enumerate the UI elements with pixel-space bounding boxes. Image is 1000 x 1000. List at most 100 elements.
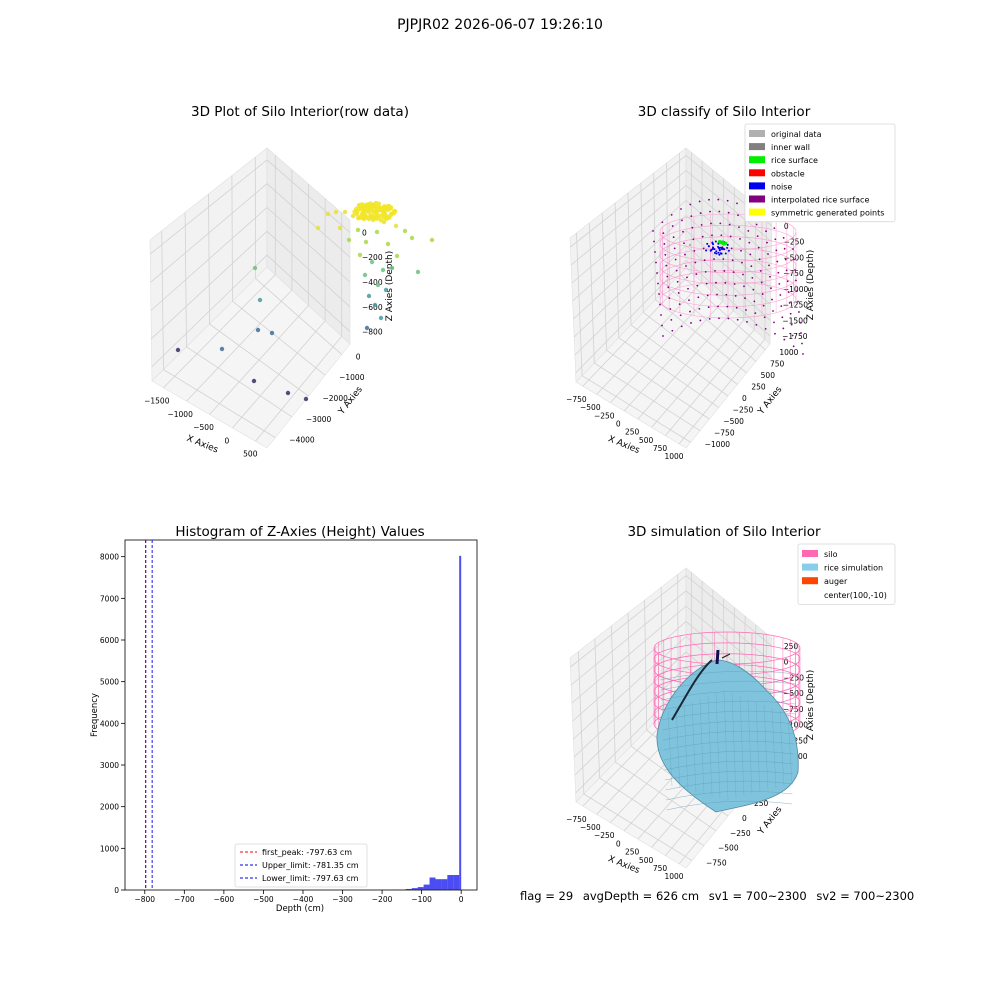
histogram-bar [435, 879, 442, 890]
classify-noise-point [714, 240, 717, 243]
classify-x-tick: 0 [616, 419, 621, 428]
classify-interp-point [737, 214, 739, 217]
raw-z-grid [151, 254, 351, 368]
raw-data-point [369, 259, 375, 265]
classify-y-grid [640, 182, 644, 313]
classify-interp-point [733, 283, 736, 285]
classify-z-grid [573, 214, 772, 320]
classify-z-grid [570, 154, 773, 248]
simulation-y-grid [627, 612, 632, 747]
classify-interp-point [752, 288, 755, 291]
classify-legend-swatch [749, 143, 765, 151]
classify-interp-point [685, 265, 687, 267]
simulation-rice-mesh [661, 700, 796, 711]
raw-data-point [333, 209, 339, 215]
raw-data-point [315, 225, 321, 231]
classify-interp-point [771, 298, 773, 301]
histogram-x-tick: −300 [332, 895, 353, 904]
classify-3d-plot: −750−500−2500250500750100010007505002500… [566, 123, 896, 461]
histogram-frame [124, 539, 478, 891]
classify-x-tick: 250 [625, 428, 640, 437]
classify-y-grid [601, 212, 607, 351]
classify-interp-point [757, 246, 760, 249]
raw-data-point [355, 227, 361, 233]
classify-y-tick: −750 [714, 429, 735, 438]
raw-data-point [366, 293, 372, 299]
raw-data-point [415, 269, 421, 275]
histogram-x-tick: −700 [174, 895, 195, 904]
simulation-z-tick: 250 [784, 642, 799, 651]
classify-noise-point [707, 245, 710, 248]
classify-interp-point [672, 236, 675, 239]
simulation-z-tick: −250 [783, 673, 804, 682]
classify-interp-point [706, 294, 709, 297]
classify-interp-point [761, 293, 764, 295]
classify-interp-point [670, 318, 673, 321]
classify-interp-point [758, 258, 761, 261]
classify-interp-point [664, 253, 667, 256]
classify-interp-point [652, 230, 654, 232]
classify-noise-point [726, 243, 729, 246]
simulation-y-grid [583, 793, 693, 861]
classify-interp-point [780, 305, 783, 308]
classify-interp-point [719, 222, 722, 225]
raw-z-grid [151, 230, 351, 339]
classify-interp-point [681, 219, 683, 222]
raw-surface-point [386, 215, 392, 220]
classify-interp-point [802, 353, 804, 355]
classify-interp-point [748, 241, 751, 244]
classify-interp-point [756, 235, 759, 238]
raw-surface-point [354, 209, 359, 215]
simulation-x-tick: 0 [616, 839, 621, 848]
classify-interp-point [778, 282, 781, 285]
classify-interp-point [796, 290, 798, 292]
raw-z-label: Z Axies (Depth) [385, 251, 395, 322]
simulation-rice-mesh [771, 707, 777, 789]
classify-interp-point [699, 212, 702, 215]
classify-interp-point [775, 249, 778, 252]
classify-interp-point [763, 316, 766, 319]
classify-z-grid [573, 229, 771, 338]
histogram-y-label: Frequency [90, 693, 100, 737]
histogram-y-tick: 1000 [100, 844, 119, 853]
classify-noise-point [715, 252, 718, 255]
classify-interp-point [776, 260, 779, 263]
raw-data-point [372, 302, 378, 308]
simulation-legend-swatch [802, 577, 818, 585]
classify-interp-point [750, 265, 753, 268]
raw-data-point [285, 390, 291, 396]
classify-interp-point [767, 253, 769, 255]
classify-legend-swatch [749, 169, 765, 177]
simulation-rice-mesh [666, 800, 793, 811]
classify-interp-point [674, 258, 677, 261]
simulation-z-grid [571, 605, 772, 704]
histogram-y-tick: 6000 [100, 636, 119, 645]
classify-legend-label: rice surface [771, 156, 818, 165]
classify-z-tick: −250 [784, 238, 805, 247]
classify-legend-swatch [749, 182, 765, 190]
classify-interp-point [790, 323, 793, 326]
simulation-rice-mesh [665, 790, 793, 801]
raw-y-tick: −3000 [306, 415, 332, 424]
classify-noise-point [720, 246, 723, 249]
classify-interp-point [704, 271, 707, 273]
classify-legend-label: original data [771, 130, 822, 139]
histogram-bar [411, 888, 418, 890]
classify-interp-point [789, 312, 792, 315]
classify-interp-point [693, 249, 696, 252]
classify-interp-point [755, 323, 758, 326]
classify-interp-point [770, 287, 772, 290]
classify-noise-point [718, 253, 721, 256]
classify-interp-point [735, 306, 738, 309]
classify-interp-point [795, 279, 797, 282]
classify-interp-point [688, 299, 690, 302]
depth-histogram: −800 −700 −600 −500 −400 −300 −200 −100 0 0 1000 20… [90, 539, 478, 914]
simulation-x-tick: −250 [594, 831, 615, 840]
raw-data-point [383, 287, 389, 293]
raw-data-point [393, 223, 399, 229]
classify-noise-point [713, 251, 716, 254]
simulation-y-grid [611, 625, 616, 763]
classify-interp-point [684, 253, 686, 256]
classify-y-grid [614, 202, 620, 338]
classify-interp-point [661, 221, 664, 224]
